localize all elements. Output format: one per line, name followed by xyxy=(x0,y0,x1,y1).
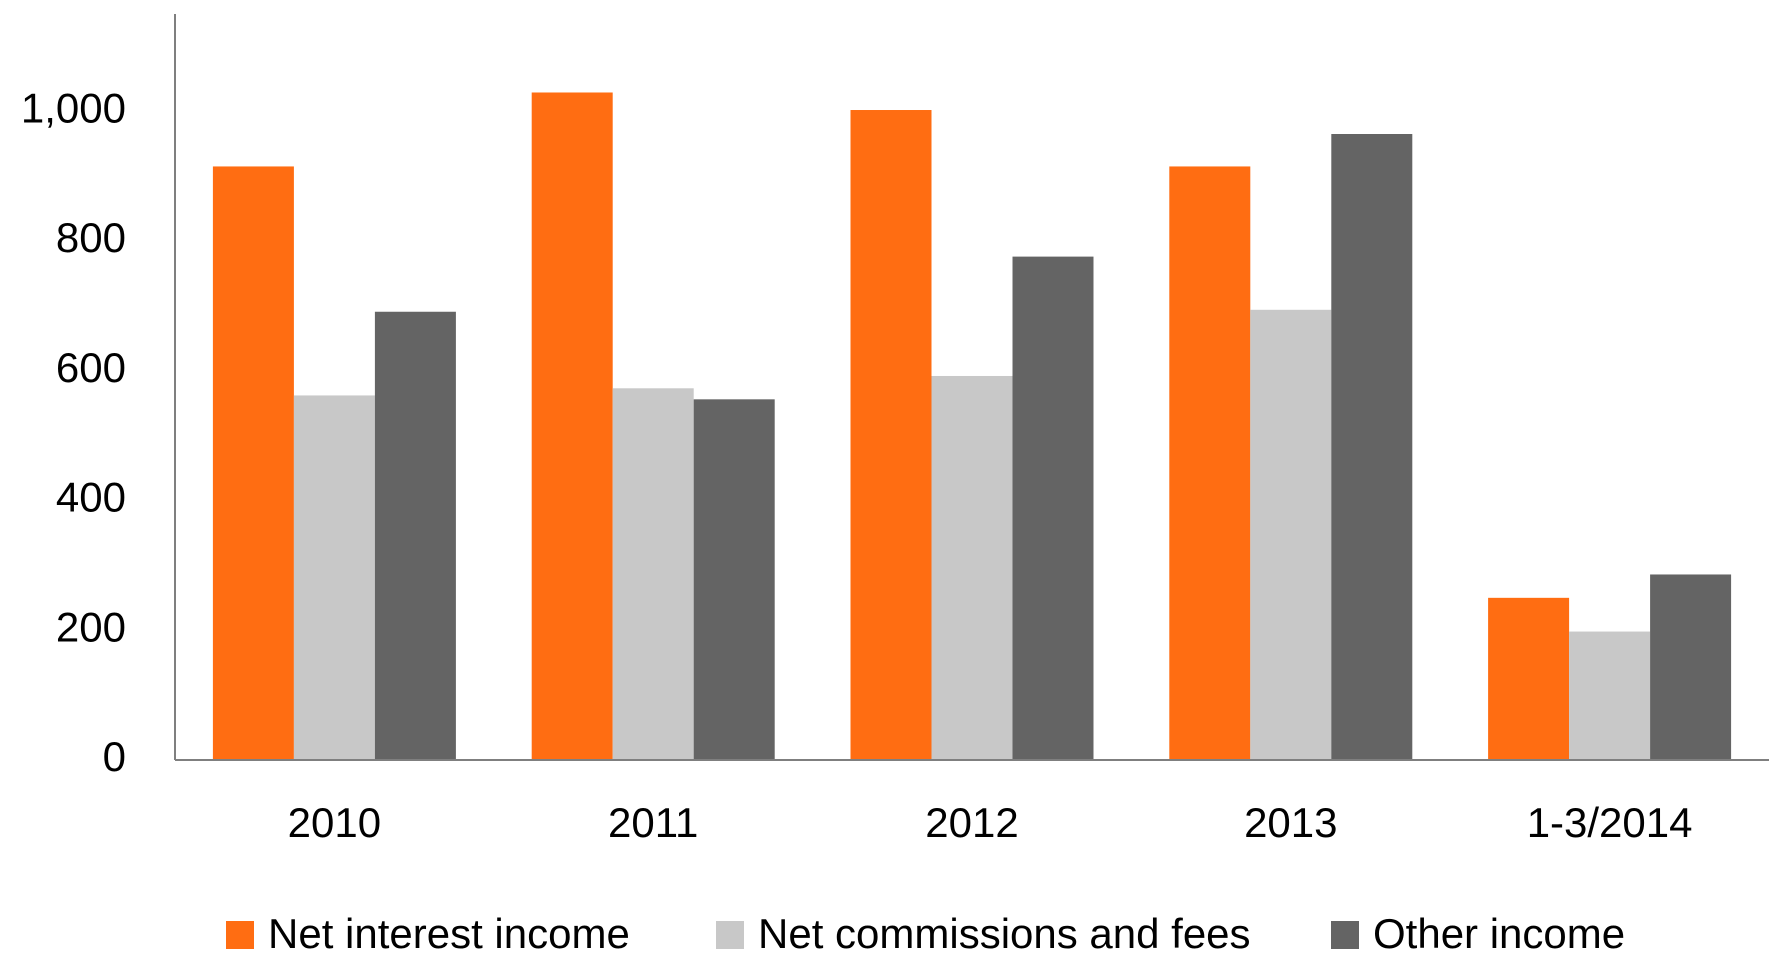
legend-swatch xyxy=(1331,921,1359,949)
bar xyxy=(293,395,375,760)
x-tick-label: 2013 xyxy=(1244,799,1337,846)
bar xyxy=(693,399,775,760)
bar xyxy=(931,375,1013,760)
bar xyxy=(1250,309,1332,760)
legend-label: Net commissions and fees xyxy=(758,910,1251,957)
legend-swatch xyxy=(716,921,744,949)
y-tick-label: 400 xyxy=(56,474,126,521)
bar xyxy=(1488,597,1570,760)
bar xyxy=(612,388,694,760)
x-tick-label: 2012 xyxy=(925,799,1018,846)
y-tick-label: 800 xyxy=(56,214,126,261)
y-tick-label: 1,000 xyxy=(21,84,126,131)
x-tick-label: 2011 xyxy=(608,799,698,846)
bar xyxy=(531,92,613,760)
x-tick-label: 2010 xyxy=(288,799,381,846)
y-tick-label: 600 xyxy=(56,344,126,391)
bar xyxy=(1169,166,1251,760)
legend-label: Net interest income xyxy=(268,910,630,957)
bar xyxy=(1012,256,1094,760)
y-tick-label: 0 xyxy=(103,733,126,780)
y-tick-label: 200 xyxy=(56,603,126,650)
bar xyxy=(1569,631,1651,760)
legend-label: Other income xyxy=(1373,910,1625,957)
bar xyxy=(1331,134,1413,761)
bar xyxy=(850,110,932,760)
legend-swatch xyxy=(226,921,254,949)
bar xyxy=(212,166,294,760)
bar xyxy=(374,311,456,760)
bar xyxy=(1650,574,1732,760)
x-tick-label: 1-3/2014 xyxy=(1527,799,1693,846)
